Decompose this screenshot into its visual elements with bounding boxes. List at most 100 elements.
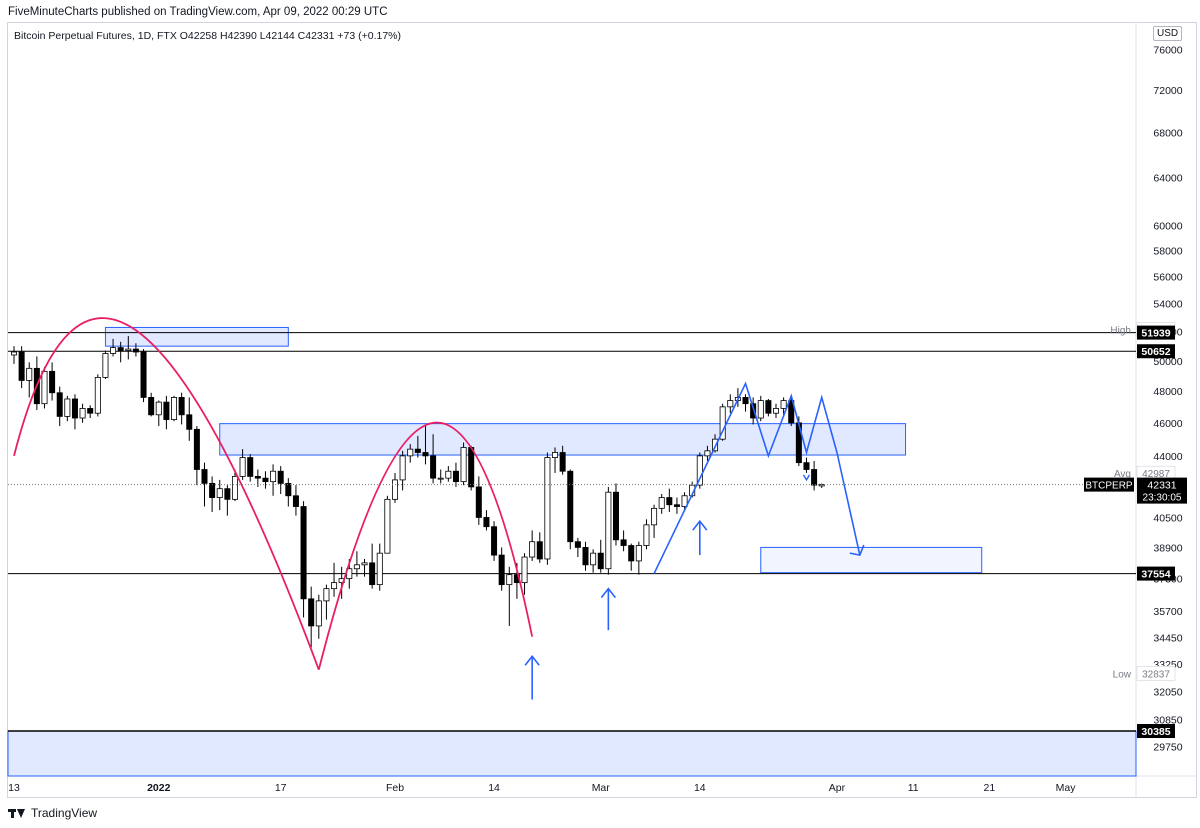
trend-line-0 xyxy=(653,381,838,574)
y-tick-label: 58000 xyxy=(1153,246,1182,258)
candle-body xyxy=(231,476,238,500)
candle-body xyxy=(148,397,155,416)
stat-label-bg xyxy=(1136,666,1176,681)
x-tick-label: Feb xyxy=(386,782,404,794)
candle-body xyxy=(552,452,559,458)
symbol-tag: BTCPERP xyxy=(1085,481,1133,492)
y-tick-label: 40500 xyxy=(1153,512,1182,524)
candle-body xyxy=(331,582,338,590)
candle-body xyxy=(673,504,680,507)
candle-body xyxy=(750,403,757,419)
candle-body xyxy=(475,486,482,518)
footer: TradingView xyxy=(8,806,97,820)
candle-body xyxy=(110,347,117,354)
x-tick-label: 14 xyxy=(488,782,500,794)
level-label-bg xyxy=(1137,325,1175,340)
y-tick-label: 32050 xyxy=(1153,686,1182,698)
candle-body xyxy=(56,392,63,417)
candle-body xyxy=(323,588,330,602)
candle-body xyxy=(704,450,711,457)
symbol-legend[interactable]: Bitcoin Perpetual Futures, 1D, FTX O4225… xyxy=(14,30,401,42)
y-tick-label: 44000 xyxy=(1153,451,1182,463)
y-tick-label: 34450 xyxy=(1153,633,1182,645)
candle-body xyxy=(163,401,170,421)
candle-body xyxy=(308,598,315,627)
trend-line-1 xyxy=(836,452,861,556)
candle-body xyxy=(445,470,452,479)
candle-body xyxy=(353,564,360,570)
candle-body xyxy=(292,495,299,507)
candle-body xyxy=(612,491,619,541)
candle-body xyxy=(773,408,780,414)
stat-label-value: 32837 xyxy=(1142,669,1170,680)
candle-body xyxy=(590,552,597,566)
candle-body xyxy=(574,541,581,548)
candle-body xyxy=(742,397,749,405)
footer-brand: TradingView xyxy=(31,806,98,820)
candle-body xyxy=(506,574,513,586)
candle-body xyxy=(132,348,139,353)
candle-body xyxy=(780,400,787,409)
candle-body xyxy=(71,398,78,419)
candle-body xyxy=(521,556,528,584)
candle-body xyxy=(87,408,94,414)
candle-body xyxy=(597,552,604,570)
y-tick-label: 29750 xyxy=(1153,742,1182,754)
candle-body xyxy=(140,351,147,398)
candle-body xyxy=(94,377,101,414)
candle-body xyxy=(727,400,734,408)
candle-body xyxy=(651,507,658,526)
candle-body xyxy=(41,370,48,405)
stat-label-name: Low xyxy=(1113,669,1132,680)
y-tick-label: 50000 xyxy=(1153,356,1182,368)
level-label-value: 37554 xyxy=(1141,569,1170,581)
candle-body xyxy=(567,470,574,543)
candle-body xyxy=(285,482,292,497)
candle-body xyxy=(270,470,277,483)
current-price-value: 42331 xyxy=(1147,480,1176,492)
candle-body xyxy=(765,400,772,414)
candle-body xyxy=(658,497,665,509)
candle-body xyxy=(201,469,208,484)
x-tick-label: 21 xyxy=(984,782,996,794)
candle-body xyxy=(681,495,688,507)
candle-body xyxy=(155,401,162,416)
candle-body xyxy=(79,408,86,419)
candle-body xyxy=(696,455,703,486)
candle-body xyxy=(18,351,25,381)
chart-frame xyxy=(7,22,1197,798)
x-tick-label: 2022 xyxy=(147,782,171,794)
x-tick-label: 11 xyxy=(908,782,919,794)
candle-body xyxy=(376,552,383,586)
up-arrowhead-1 xyxy=(600,587,616,599)
zone-3 xyxy=(7,730,1137,777)
candle-body xyxy=(209,482,216,498)
x-tick-label: May xyxy=(1056,782,1077,794)
candle-body xyxy=(64,398,71,417)
candle-body xyxy=(643,524,650,546)
candle-body xyxy=(582,547,589,566)
candle-body xyxy=(635,545,642,562)
candle-body xyxy=(117,347,124,351)
candle-body xyxy=(26,367,33,381)
candle-body xyxy=(277,470,284,484)
stat-label-name: High xyxy=(1110,326,1131,337)
candle-body xyxy=(529,541,536,558)
candle-body xyxy=(712,438,719,452)
currency-button[interactable]: USD xyxy=(1153,26,1183,41)
candle-body xyxy=(498,554,505,586)
y-tick-label: 60000 xyxy=(1153,220,1182,232)
y-tick-label: 54000 xyxy=(1153,299,1182,311)
y-tick-label: 30850 xyxy=(1153,715,1182,727)
candle-body xyxy=(369,562,376,586)
candle-body xyxy=(102,353,109,378)
candle-body xyxy=(407,448,414,457)
candle-body xyxy=(224,488,231,500)
y-tick-label: 56000 xyxy=(1153,272,1182,284)
candle-body xyxy=(361,562,368,566)
y-tick-label: 35700 xyxy=(1153,606,1182,618)
candle-body xyxy=(468,447,475,488)
arc-1 xyxy=(317,421,534,670)
candle-body xyxy=(399,455,406,481)
